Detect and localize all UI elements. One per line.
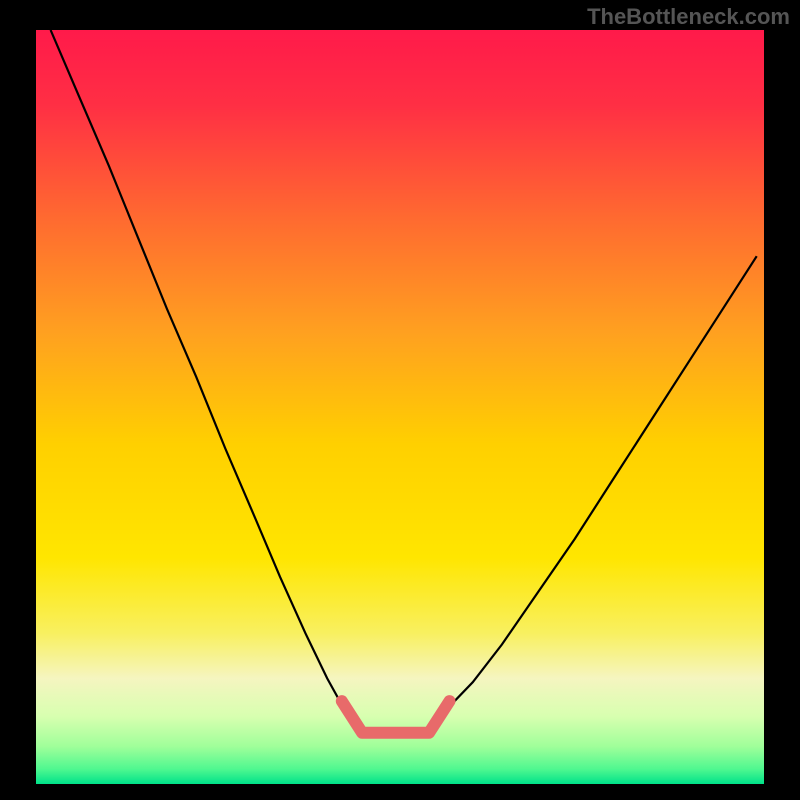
bottleneck-chart xyxy=(0,0,800,800)
chart-gradient-bg xyxy=(36,30,764,784)
watermark-text: TheBottleneck.com xyxy=(587,4,790,30)
chart-container: TheBottleneck.com xyxy=(0,0,800,800)
